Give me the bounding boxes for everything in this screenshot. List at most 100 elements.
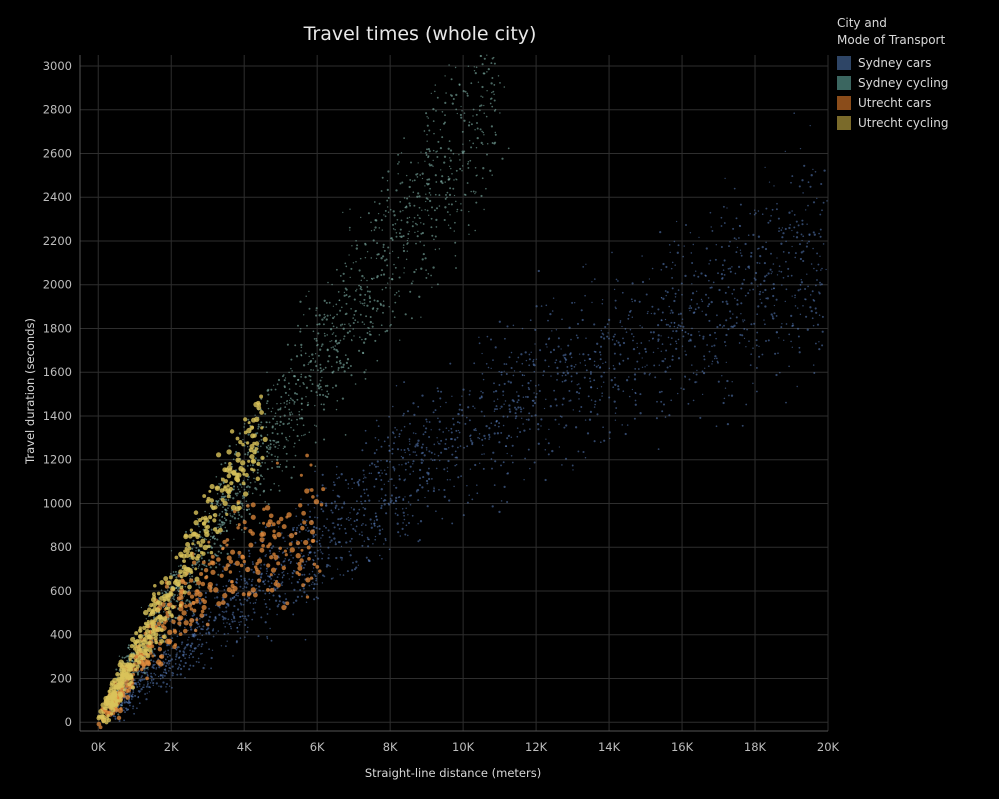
data-point [576, 336, 579, 339]
data-point [190, 642, 194, 645]
data-point [201, 634, 204, 637]
gridlines [79, 55, 829, 732]
data-point [224, 625, 227, 628]
data-point [513, 370, 516, 372]
data-point [435, 218, 438, 222]
data-point [361, 302, 364, 305]
data-point [743, 327, 746, 330]
data-point [379, 475, 381, 477]
data-point [240, 554, 246, 560]
data-point [338, 299, 341, 302]
data-point [243, 579, 246, 582]
data-point [281, 577, 284, 579]
data-point [364, 476, 366, 478]
data-point [157, 675, 160, 678]
data-point [309, 576, 314, 580]
data-point [188, 654, 191, 657]
data-point [192, 608, 197, 613]
data-point [222, 597, 225, 601]
data-point [727, 286, 730, 289]
data-point [454, 450, 457, 453]
data-point [168, 662, 171, 665]
data-point [443, 488, 446, 492]
data-point [132, 707, 134, 710]
data-point [172, 571, 175, 573]
data-point [257, 427, 259, 430]
data-point [461, 395, 463, 397]
data-point [463, 150, 466, 153]
data-point [758, 345, 760, 348]
data-point [314, 465, 317, 467]
data-point [125, 692, 127, 695]
data-point [399, 228, 402, 231]
data-point [312, 567, 315, 569]
data-point [313, 507, 316, 509]
legend-item[interactable]: Utrecht cars [837, 93, 948, 113]
data-point [485, 187, 487, 190]
data-point [507, 380, 510, 383]
data-point [402, 499, 405, 501]
data-point [796, 385, 798, 388]
data-point [480, 396, 483, 399]
data-point [785, 401, 787, 404]
data-point [487, 366, 490, 369]
data-point [461, 150, 464, 153]
data-point [417, 192, 420, 195]
data-point [754, 271, 758, 275]
data-point [573, 366, 576, 368]
x-axis-ticks: 0K 2K 4K 6K 8K 10K 12K 14K 16K 18K 20K [91, 740, 840, 754]
data-point [618, 344, 622, 347]
data-point [314, 516, 316, 519]
data-point [435, 207, 439, 210]
data-point [243, 422, 246, 425]
data-point [386, 199, 389, 202]
data-point [428, 214, 430, 216]
data-point [638, 300, 641, 303]
data-point [804, 298, 807, 301]
data-point [402, 412, 405, 415]
data-point [267, 448, 270, 450]
x-tick-label: 18K [744, 740, 767, 754]
data-point [243, 426, 245, 428]
data-point [362, 506, 364, 509]
data-point [193, 519, 199, 526]
data-point [698, 334, 701, 337]
data-point [473, 69, 476, 72]
data-point [163, 610, 165, 613]
data-point [320, 369, 323, 372]
data-point [233, 617, 236, 620]
data-point [219, 504, 222, 506]
data-point [480, 104, 483, 107]
x-axis-label: Straight-line distance (meters) [365, 766, 541, 780]
data-point [191, 600, 196, 605]
data-point [247, 549, 251, 552]
data-point [346, 358, 350, 361]
data-point [430, 92, 432, 95]
data-point [363, 371, 366, 374]
data-point [432, 120, 435, 122]
data-point [174, 555, 179, 560]
legend-item[interactable]: Sydney cars [837, 53, 948, 73]
data-point [217, 526, 220, 528]
data-point [245, 618, 248, 621]
data-point [349, 540, 352, 543]
data-point [577, 450, 580, 453]
data-point [441, 175, 444, 178]
data-point [336, 477, 339, 480]
data-point [288, 371, 290, 374]
data-point [284, 391, 287, 394]
data-point [321, 487, 326, 492]
data-point [207, 631, 210, 634]
data-point [207, 521, 210, 524]
data-point [404, 496, 406, 498]
legend-item[interactable]: Sydney cycling [837, 73, 948, 93]
data-point [322, 323, 325, 326]
data-point [407, 233, 410, 235]
data-point [298, 530, 301, 533]
data-point [252, 571, 255, 574]
data-point [166, 662, 169, 665]
data-point [167, 602, 171, 607]
data-point [318, 322, 321, 326]
legend-item[interactable]: Utrecht cycling [837, 113, 948, 133]
data-point [213, 587, 219, 593]
